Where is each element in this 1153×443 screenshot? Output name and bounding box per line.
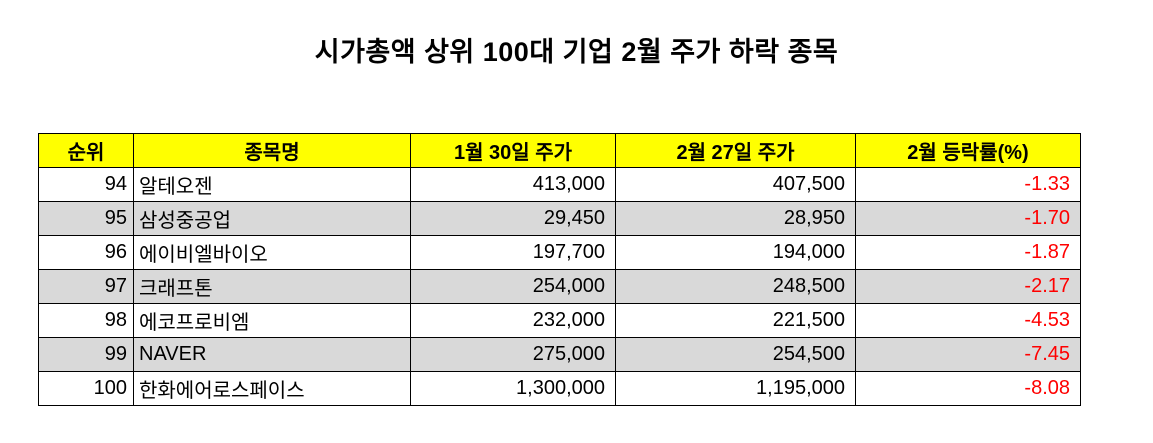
- cell-change: -7.45: [855, 337, 1081, 372]
- cell-name: 알테오젠: [133, 167, 411, 202]
- cell-feb27: 221,500: [615, 303, 856, 338]
- cell-name: 한화에어로스페이스: [133, 371, 411, 406]
- table-body: 94 알테오젠 413,000 407,500 -1.33 95 삼성중공업 29,450 28…: [38, 167, 1081, 406]
- table-row: 100 한화에어로스페이스 1,300,000 1,195,000 -8.08: [38, 371, 1081, 406]
- table-row: 97 크래프톤 254,000 248,500 -2.17: [38, 269, 1081, 304]
- column-header-3: 2월 27일 주가: [615, 133, 856, 168]
- stock-decline-table: 순위 종목명 1월 30일 주가 2월 27일 주가 2월 등락률(%) 94 알테오젠 4…: [38, 133, 1081, 406]
- cell-name: 에코프로비엠: [133, 303, 411, 338]
- cell-rank: 98: [38, 303, 134, 338]
- cell-rank: 96: [38, 235, 134, 270]
- column-header-1: 종목명: [133, 133, 411, 168]
- cell-rank: 95: [38, 201, 134, 236]
- cell-feb27: 28,950: [615, 201, 856, 236]
- cell-feb27: 194,000: [615, 235, 856, 270]
- cell-jan30: 197,700: [410, 235, 616, 270]
- table-header-row: 순위 종목명 1월 30일 주가 2월 27일 주가 2월 등락률(%): [38, 133, 1081, 168]
- column-header-0: 순위: [38, 133, 134, 168]
- cell-change: -2.17: [855, 269, 1081, 304]
- cell-jan30: 275,000: [410, 337, 616, 372]
- cell-change: -4.53: [855, 303, 1081, 338]
- cell-jan30: 413,000: [410, 167, 616, 202]
- cell-rank: 100: [38, 371, 134, 406]
- cell-name: 에이비엘바이오: [133, 235, 411, 270]
- cell-feb27: 254,500: [615, 337, 856, 372]
- cell-change: -1.87: [855, 235, 1081, 270]
- cell-name: 삼성중공업: [133, 201, 411, 236]
- table-row: 96 에이비엘바이오 197,700 194,000 -1.87: [38, 235, 1081, 270]
- cell-feb27: 1,195,000: [615, 371, 856, 406]
- column-header-2: 1월 30일 주가: [410, 133, 616, 168]
- cell-jan30: 29,450: [410, 201, 616, 236]
- stock-decline-table-container: 순위 종목명 1월 30일 주가 2월 27일 주가 2월 등락률(%) 94 알테오젠 4…: [38, 133, 1081, 406]
- cell-change: -1.33: [855, 167, 1081, 202]
- cell-change: -1.70: [855, 201, 1081, 236]
- page-title: 시가총액 상위 100대 기업 2월 주가 하락 종목: [314, 37, 839, 67]
- cell-change: -8.08: [855, 371, 1081, 406]
- table-row: 99 NAVER 275,000 254,500 -7.45: [38, 337, 1081, 372]
- column-header-4: 2월 등락률(%): [855, 133, 1081, 168]
- table-row: 98 에코프로비엠 232,000 221,500 -4.53: [38, 303, 1081, 338]
- cell-rank: 94: [38, 167, 134, 202]
- cell-feb27: 248,500: [615, 269, 856, 304]
- cell-name: NAVER: [133, 337, 411, 372]
- cell-jan30: 232,000: [410, 303, 616, 338]
- cell-name: 크래프톤: [133, 269, 411, 304]
- cell-jan30: 254,000: [410, 269, 616, 304]
- table-row: 94 알테오젠 413,000 407,500 -1.33: [38, 167, 1081, 202]
- cell-feb27: 407,500: [615, 167, 856, 202]
- table-row: 95 삼성중공업 29,450 28,950 -1.70: [38, 201, 1081, 236]
- cell-rank: 99: [38, 337, 134, 372]
- cell-jan30: 1,300,000: [410, 371, 616, 406]
- cell-rank: 97: [38, 269, 134, 304]
